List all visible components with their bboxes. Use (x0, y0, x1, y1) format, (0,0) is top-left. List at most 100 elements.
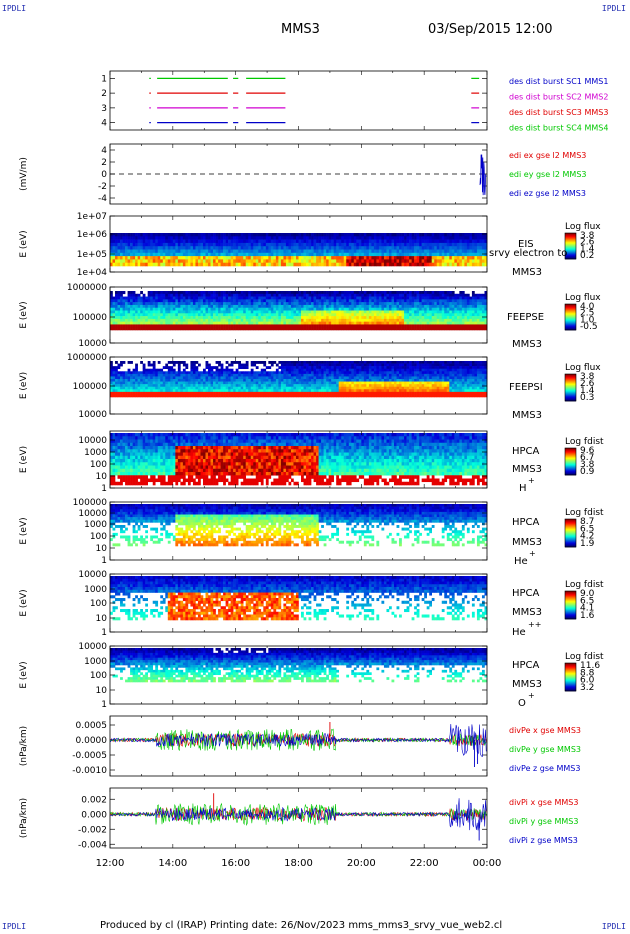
panel-2-colorbar (565, 233, 576, 260)
panel-0-ytick-label: 4 (101, 119, 107, 129)
species-charge: + (528, 691, 535, 700)
corner-label-bottom-left: IPDLI (2, 922, 27, 931)
hpca-mms-label: MMS3 (512, 537, 542, 548)
panel-10-legend-entry: divPi x gse MMS3 (509, 798, 578, 807)
spacecraft-title: MMS3 (281, 22, 320, 37)
panel-4-colorbar-tick: 3.8 (580, 372, 595, 382)
panel-0-ytick-label: 3 (101, 104, 107, 114)
panel-6-colorbar-tick: 1.9 (580, 539, 595, 549)
panel-9-legend-entry: divPe y gse MMS3 (509, 745, 581, 754)
panel-8-colorbar-tick: 8.8 (580, 668, 595, 678)
panel-9-series-3 (109, 723, 487, 757)
species-label: H (519, 483, 527, 494)
date-time-title: 03/Sep/2015 12:00 (428, 22, 553, 37)
panel-6-spectrogram (110, 504, 488, 547)
panel-10-series-2 (109, 802, 487, 826)
panel-5-colorbar-title: Log fdist (565, 437, 604, 447)
panel-6-ytick-label: 100000 (73, 498, 108, 508)
panel-9-ytick-label: -0.0010 (72, 766, 107, 776)
panel-10-ytick-label: 0.000 (81, 810, 107, 820)
panel-9-frame (109, 715, 488, 777)
panel-10-legend-entry: divPi y gse MMS3 (509, 817, 578, 826)
panel-9-ytick-label: 0.0005 (76, 721, 108, 731)
corner-label-bottom-right: IPDLI (601, 922, 626, 931)
hpca-label: HPCA (512, 517, 540, 528)
edi-ez-trace (479, 154, 487, 196)
edi-legend-entry: edi ey gse l2 MMS3 (509, 170, 587, 179)
feepsi-label: FEEPSI (509, 382, 543, 393)
panel-3-colorbar-title: Log flux (565, 293, 601, 303)
panel-10-ytick-label: -0.004 (78, 840, 107, 850)
panel-9-ytick-label: 0.0000 (76, 736, 108, 746)
eis-mms-label: MMS3 (512, 267, 542, 278)
panel-6-colorbar-tick: 8.7 (580, 517, 594, 527)
panel-6-ylabel: E (eV) (19, 517, 29, 544)
x-tick-label: 14:00 (158, 858, 187, 869)
panel-4-colorbar-tick: 2.6 (580, 379, 595, 389)
panel-5-ytick-label: 100 (90, 460, 107, 470)
burst-legend-entry: des dist burst SC3 MMS3 (509, 108, 608, 117)
panel-9-series-2 (109, 728, 487, 751)
panel-6-ytick-label: 1 (101, 556, 107, 566)
panel-7-colorbar (565, 591, 576, 620)
panel-2-spectrogram (110, 233, 488, 267)
species-charge: + (528, 476, 535, 485)
x-tick-label: 16:00 (221, 858, 250, 869)
panel-5-colorbar (565, 448, 576, 476)
panel-9-ylabel: (nPa/km) (19, 726, 29, 766)
panel-5-ytick-label: 10000 (78, 436, 107, 446)
panel-1-ylabel: (mV/m) (19, 157, 29, 191)
panel-10-ytick-label: -0.002 (78, 825, 107, 835)
panel-4-ylabel: E (eV) (19, 372, 29, 399)
burst-legend-entry: des dist burst SC1 MMS1 (509, 77, 608, 86)
eis-sublabel: srvy electron to (489, 248, 567, 259)
panel-2-ytick-label: 1e+07 (77, 212, 107, 222)
panel-4-ytick-label: 1000000 (67, 353, 107, 363)
panel-4-colorbar (565, 374, 576, 402)
panel-2-ytick-label: 1e+06 (77, 230, 108, 240)
panel-2-colorbar-tick: 3.8 (580, 231, 595, 241)
panel-4-colorbar-title: Log flux (565, 363, 601, 373)
panel-9-legend-entry: divPe x gse MMS3 (509, 726, 581, 735)
x-tick-label: 12:00 (96, 858, 125, 869)
panel-7-spectrogram (110, 576, 488, 621)
panel-10-ytick-label: 0.002 (81, 795, 107, 805)
corner-label-top-right: IPDLI (601, 4, 626, 13)
panel-4-spectrogram (110, 361, 488, 398)
hpca-mms-label: MMS3 (512, 607, 542, 618)
panel-2-ytick-label: 1e+04 (77, 268, 108, 278)
panel-1-ytick-label: 0 (101, 170, 107, 180)
panel-2-colorbar-tick: 1.4 (580, 244, 595, 254)
panel-6-ytick-label: 10 (96, 544, 108, 554)
panel-0-ytick-label: 2 (101, 89, 107, 99)
panel-5-ytick-label: 1 (101, 484, 107, 494)
panel-1-ytick-label: 2 (101, 158, 107, 168)
panel-5-colorbar-frame (564, 447, 577, 476)
panel-8-colorbar-title: Log fdist (565, 652, 604, 662)
burst-legend-entry: des dist burst SC2 MMS2 (509, 93, 608, 102)
panel-5-ytick-label: 10 (96, 472, 108, 482)
panel-7-ytick-label: 1 (101, 628, 107, 638)
panel-6-colorbar-frame (564, 518, 577, 548)
panel-2-colorbar-title: Log flux (565, 222, 601, 232)
panel-2-colorbar-tick: 0.2 (580, 251, 594, 261)
panel-7-colorbar-title: Log fdist (565, 580, 604, 590)
panel-7-colorbar-tick: 9.0 (580, 589, 595, 599)
footer-credits: Produced by cl (IRAP) Printing date: 26/… (100, 920, 503, 931)
panel-3-colorbar-tick: -0.5 (580, 322, 598, 332)
burst-legend-entry: des dist burst SC4 MMS4 (509, 124, 608, 133)
panel-5-colorbar-tick: 9.6 (580, 446, 595, 456)
corner-label-top-left: IPDLI (2, 4, 27, 13)
panel-6-colorbar (565, 519, 576, 548)
panel-6-colorbar-tick: 6.5 (580, 524, 594, 534)
eis-label: EIS (518, 239, 534, 250)
panel-8-ytick-label: 10000 (78, 642, 107, 652)
panel-1-ytick-label: 4 (101, 146, 107, 156)
panel-3-colorbar-tick: 2.5 (580, 309, 594, 319)
panel-6-ytick-label: 10000 (78, 509, 107, 519)
panel-6-colorbar-tick: 4.2 (580, 532, 594, 542)
panel-0-ytick-label: 1 (101, 74, 107, 84)
x-tick-label: 20:00 (347, 858, 376, 869)
panel-10-series-3 (109, 798, 487, 831)
